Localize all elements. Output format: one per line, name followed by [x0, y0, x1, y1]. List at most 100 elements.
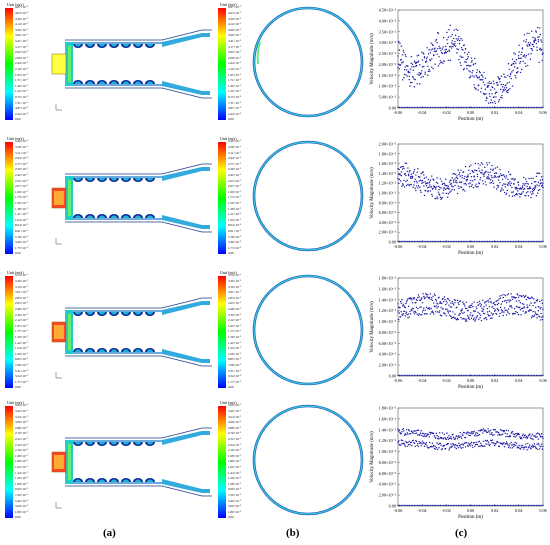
data-point — [415, 301, 417, 304]
data-point — [404, 445, 406, 447]
colorbar-label: 1.77×10⁻² — [228, 329, 242, 334]
data-point — [459, 186, 461, 188]
data-point — [509, 374, 512, 377]
data-point — [454, 299, 457, 302]
y-tick-label: 1.80×10⁻² — [379, 276, 397, 281]
data-point — [533, 445, 535, 447]
data-point — [423, 106, 425, 109]
x-tick-label: -0.04 — [418, 508, 428, 513]
colorbar-label: 0.00 — [228, 515, 234, 520]
data-point — [439, 314, 442, 316]
data-point — [501, 187, 503, 189]
data-point — [493, 88, 496, 90]
data-point — [521, 185, 524, 187]
data-point — [514, 441, 516, 444]
data-point — [474, 320, 476, 322]
data-point — [513, 433, 516, 436]
data-point — [401, 62, 403, 64]
data-point — [482, 180, 484, 182]
data-point — [431, 504, 433, 507]
data-point — [442, 106, 445, 109]
data-point — [509, 435, 512, 437]
data-point — [522, 374, 525, 377]
data-point — [503, 87, 506, 89]
colorbar-label: 3.41×10⁻² — [15, 39, 29, 43]
y-tick-label: 0.00 — [389, 240, 396, 245]
data-point — [504, 432, 506, 435]
colorbar-label: 2.88×10⁻² — [15, 425, 29, 430]
data-point — [524, 374, 526, 377]
data-point — [516, 504, 518, 507]
data-point — [521, 444, 524, 447]
x-tick-label: 0.04 — [515, 244, 523, 249]
data-point — [411, 176, 414, 179]
data-point — [409, 183, 411, 186]
y-tick-label: 1.80×10⁻² — [379, 406, 397, 411]
data-point — [452, 185, 454, 188]
x-tick-label: -0.02 — [442, 110, 451, 115]
data-point — [463, 432, 465, 434]
data-point — [397, 240, 399, 243]
data-point — [432, 67, 434, 70]
data-point — [466, 441, 468, 444]
data-point — [488, 301, 490, 303]
data-point — [468, 240, 471, 243]
data-point — [405, 504, 407, 507]
data-point — [423, 174, 425, 176]
colorbar-label: 3.60×10⁻² — [15, 403, 29, 408]
data-point — [457, 447, 459, 449]
data-point — [496, 431, 499, 433]
data-point — [407, 374, 409, 377]
data-point — [518, 444, 520, 447]
data-point — [438, 106, 440, 109]
data-point — [464, 190, 466, 192]
data-point — [511, 298, 514, 301]
colorbar-b-3: Unit (m/s) 3.60×10⁻² 3.42×10⁻² 3.24×10⁻² 3.0… — [218, 400, 258, 520]
data-point — [531, 49, 534, 51]
data-point — [487, 178, 489, 180]
data-point — [468, 316, 470, 318]
data-point — [534, 187, 536, 189]
data-point — [528, 177, 530, 180]
data-point — [415, 311, 417, 314]
data-point — [401, 185, 403, 187]
data-point — [414, 445, 416, 448]
data-point — [539, 33, 542, 36]
data-point — [420, 106, 422, 109]
data-point — [498, 240, 500, 243]
x-axis-label: Position (m) — [458, 117, 483, 122]
data-point — [452, 374, 455, 377]
data-point — [515, 296, 517, 299]
data-point — [478, 70, 481, 73]
data-point — [486, 300, 488, 303]
data-point — [403, 430, 405, 432]
data-point — [468, 186, 471, 188]
data-point — [470, 164, 472, 166]
colorbar-label: 2.44×10⁻² — [15, 61, 29, 66]
colorbar-label: 0.00 — [228, 251, 234, 256]
data-point — [485, 240, 487, 243]
data-point — [417, 314, 420, 317]
data-point — [461, 177, 463, 179]
data-point — [521, 302, 524, 305]
data-point — [439, 106, 442, 109]
data-point — [460, 437, 463, 439]
data-point — [513, 60, 516, 63]
data-point — [433, 374, 435, 377]
data-point — [521, 240, 523, 243]
data-point — [535, 106, 538, 109]
data-point — [419, 186, 421, 188]
data-point — [542, 240, 544, 243]
data-point — [429, 441, 431, 444]
colorbar-label: 5.40×10⁻³ — [15, 498, 29, 503]
data-point — [532, 240, 534, 243]
data-point — [447, 312, 450, 314]
data-point — [481, 172, 483, 174]
colorbar-label: 2.44×10⁻³ — [15, 111, 29, 116]
data-point — [448, 299, 451, 302]
data-point — [488, 306, 491, 308]
data-point — [408, 316, 410, 318]
data-point — [526, 449, 528, 451]
colorbar-label: 2.65×10⁻² — [228, 301, 242, 306]
data-point — [531, 30, 533, 32]
